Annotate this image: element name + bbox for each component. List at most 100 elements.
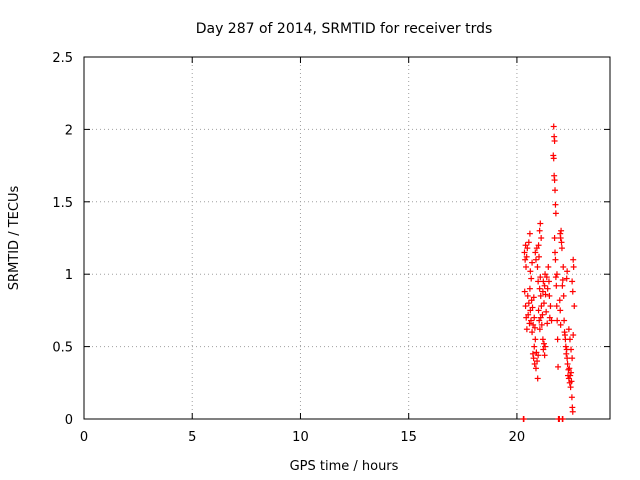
data-point <box>569 408 576 415</box>
data-point <box>529 350 536 357</box>
y-tick-label: 1.5 <box>52 196 73 211</box>
data-point <box>532 365 539 372</box>
data-point <box>524 245 531 252</box>
data-point <box>539 311 546 318</box>
data-point <box>529 304 536 311</box>
data-point <box>564 268 571 275</box>
data-point <box>537 274 544 281</box>
data-point <box>569 355 576 362</box>
x-axis-label: GPS time / hours <box>290 459 399 474</box>
data-point <box>526 230 533 237</box>
data-point <box>539 336 546 343</box>
data-point <box>543 308 550 315</box>
data-point <box>540 300 547 307</box>
data-point <box>544 320 551 327</box>
data-point <box>540 340 547 347</box>
data-point <box>553 282 560 289</box>
data-point <box>570 263 577 270</box>
data-point <box>534 358 541 365</box>
data-point <box>530 294 537 301</box>
x-tick-label: 15 <box>400 430 417 445</box>
data-point <box>570 332 577 339</box>
data-point <box>558 239 565 246</box>
data-point <box>559 282 566 289</box>
data-point <box>568 394 575 401</box>
data-point <box>547 303 554 310</box>
data-point <box>552 256 559 263</box>
data-point <box>543 274 550 281</box>
grid-lines <box>84 57 610 419</box>
data-point <box>532 336 539 343</box>
chart-title: Day 287 of 2014, SRMTID for receiver trd… <box>196 21 493 37</box>
data-point <box>557 321 564 328</box>
data-point <box>566 365 573 372</box>
data-point <box>570 256 577 263</box>
data-point <box>560 263 567 270</box>
data-point <box>562 343 569 350</box>
data-point <box>535 307 542 314</box>
data-point <box>560 292 567 299</box>
data-point <box>532 249 539 256</box>
data-point <box>557 307 564 314</box>
data-point <box>529 329 536 336</box>
data-point <box>532 256 539 263</box>
data-point <box>548 317 555 324</box>
data-point <box>561 317 568 324</box>
data-point <box>559 416 566 422</box>
data-point <box>569 278 576 285</box>
y-axis-label: SRMTID / TECUs <box>7 186 22 291</box>
data-point <box>568 369 575 376</box>
data-point <box>554 317 561 324</box>
data-point <box>568 346 575 353</box>
data-point <box>541 282 548 289</box>
data-point <box>571 303 578 310</box>
data-point <box>525 300 532 307</box>
y-tick-label: 1 <box>65 268 73 283</box>
data-point <box>545 278 552 285</box>
data-point <box>552 249 559 256</box>
data-point <box>567 372 574 379</box>
plot-frame <box>83 56 611 420</box>
data-point <box>552 187 559 194</box>
data-point <box>525 239 532 246</box>
data-point <box>529 259 536 266</box>
data-point <box>534 263 541 270</box>
data-point <box>521 249 528 256</box>
x-tick-label: 20 <box>509 430 526 445</box>
data-point <box>535 242 542 249</box>
data-point <box>538 321 545 328</box>
data-point <box>536 326 543 333</box>
data-point <box>546 292 553 299</box>
data-point <box>554 336 561 343</box>
data-point <box>557 235 564 241</box>
data-point <box>528 275 535 282</box>
data-point <box>563 275 570 282</box>
data-point <box>552 274 559 281</box>
data-point <box>550 155 557 162</box>
data-point <box>526 285 533 292</box>
data-point <box>551 137 558 144</box>
x-tick-label: 5 <box>188 430 196 445</box>
y-tick-label: 2 <box>65 123 73 138</box>
data-point <box>544 285 551 292</box>
data-point <box>552 210 559 217</box>
data-point <box>556 297 563 304</box>
axis-ticks: 0 5 10 15 20 0 0.5 1 1.5 2 2.5 <box>52 51 610 445</box>
y-tick-label: 0 <box>65 413 73 428</box>
data-point <box>541 352 548 359</box>
data-point <box>523 326 530 333</box>
data-point <box>542 291 549 298</box>
data-point <box>524 292 531 299</box>
data-point <box>531 343 538 350</box>
data-point <box>559 276 566 283</box>
data-point <box>523 253 530 260</box>
data-point <box>568 378 575 385</box>
data-point <box>527 317 534 324</box>
data-point <box>537 292 544 299</box>
data-point <box>553 303 560 310</box>
data-point <box>555 363 562 370</box>
data-point <box>536 227 543 234</box>
data-point <box>535 278 542 285</box>
data-point <box>551 177 558 184</box>
